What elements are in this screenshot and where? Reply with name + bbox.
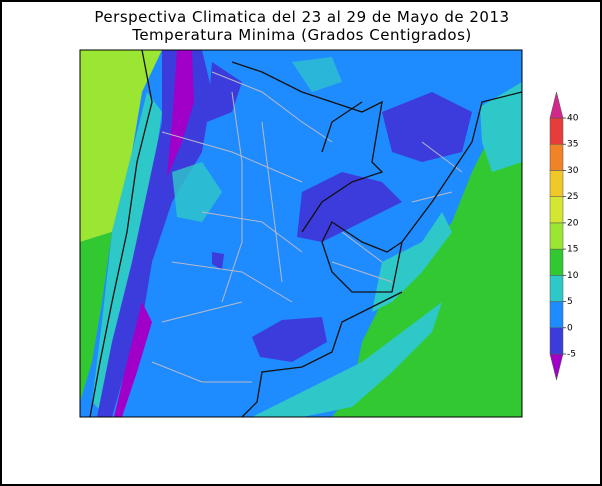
colorbar-tick-label: 10: [567, 271, 579, 281]
title-line: Perspectiva Climatica del 23 al 29 de Ma…: [94, 8, 509, 26]
warm-region: [80, 50, 162, 242]
colorbar-segment: [549, 301, 564, 329]
colorbar-tick-label: 25: [567, 192, 578, 202]
colorbar-segment: [549, 248, 564, 276]
mild-region: [292, 57, 342, 92]
colorbar-tick-label: 30: [567, 166, 579, 176]
cold-region: [252, 317, 327, 362]
colorbar: -5 0 5 10 15 20 25 30 35 40: [549, 91, 579, 381]
very-cold-region: [114, 302, 152, 417]
cold-region: [97, 50, 212, 417]
cold-region: [297, 172, 402, 242]
coastline: [89, 50, 153, 417]
mild-region: [252, 302, 442, 417]
warm-region: [80, 232, 112, 402]
colorbar-extension: [549, 353, 564, 381]
colorbar-tick-label: 20: [567, 218, 579, 228]
colorbar-segment: [549, 222, 564, 250]
province-borders: [151, 71, 463, 383]
colorbar-segment: [549, 327, 564, 355]
colorbar-extension: [549, 91, 564, 119]
map-frame: [79, 49, 523, 418]
cold-region: [207, 62, 242, 122]
country-borders: [231, 61, 522, 417]
colorbar-segment: [549, 143, 564, 171]
mild-region: [92, 92, 162, 412]
title-line: Temperatura Minima (Grados Centigrados): [131, 26, 472, 44]
colorbar-segment: [549, 275, 564, 302]
mild-region: [480, 82, 522, 172]
very-cold-region: [167, 50, 194, 177]
warm-region: [332, 50, 522, 417]
cold-region: [382, 92, 472, 162]
colorbar-tick-label: -5: [567, 350, 576, 360]
colorbar-segment: [549, 117, 564, 145]
colorbar-tick-label: 35: [567, 140, 578, 150]
mild-region: [372, 212, 452, 312]
colorbar-tick-label: 40: [567, 114, 579, 124]
colorbar-segment: [549, 196, 564, 224]
colorbar-tick-label: 0: [567, 323, 573, 333]
cold-region: [212, 252, 224, 270]
colorbar-segment: [549, 170, 564, 197]
colorbar-tick-label: 15: [567, 245, 578, 255]
map: [79, 49, 523, 418]
colorbar-tick-label: 5: [567, 297, 573, 307]
mild-region: [172, 162, 222, 222]
